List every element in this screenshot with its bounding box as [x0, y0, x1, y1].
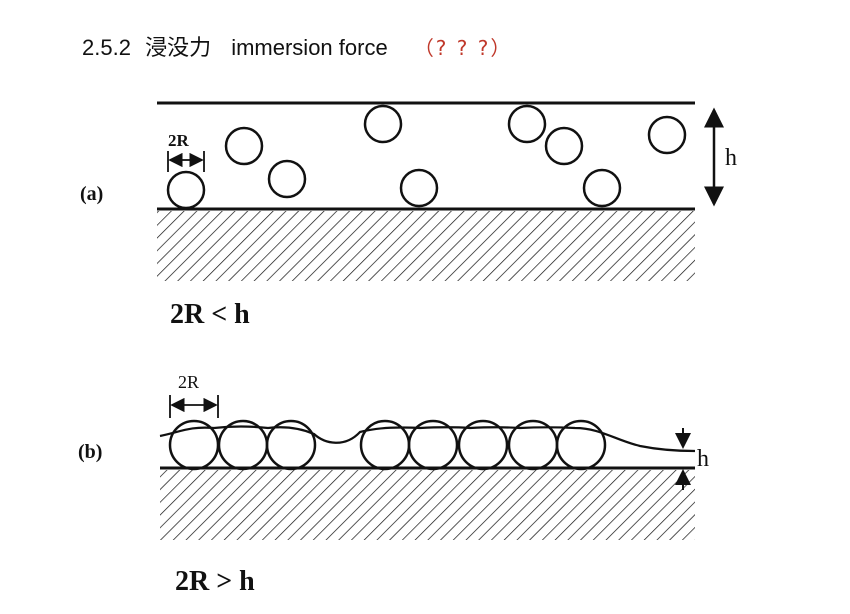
panel-a-particle: [399, 168, 439, 208]
panel-b-particle: [407, 419, 459, 471]
panel-b-particle: [265, 419, 317, 471]
panel-a-tag: (a): [80, 183, 103, 205]
panel-a-height-label: h: [725, 145, 737, 171]
panel-a-substrate-hatch: [157, 211, 695, 281]
panel-a-particle: [647, 115, 687, 155]
panel-b-particle: [555, 419, 607, 471]
panel-b-substrate-hatch: [160, 470, 695, 540]
panel-a-particle: [507, 104, 547, 144]
panel-b-particle: [457, 419, 509, 471]
panel-a-particle: [224, 126, 264, 166]
section-number: 2.5.2: [82, 35, 131, 60]
section-heading: 2.5.2 浸没力 immersion force （? ? ?）: [82, 30, 512, 62]
section-title-english: immersion force: [231, 35, 388, 60]
panel-a-condition: 2R < h: [170, 299, 250, 330]
panel-a-particle: [363, 104, 403, 144]
panel-b-tag: (b): [78, 441, 102, 463]
section-question-marks: （? ? ?）: [413, 36, 513, 60]
panel-a-particle: [582, 168, 622, 208]
panel-b-height-label: h: [697, 446, 709, 472]
section-title-chinese: 浸没力: [145, 36, 212, 61]
panel-a-particle: [166, 170, 206, 210]
panel-a: (a) 2R h 2R < h: [80, 101, 737, 330]
panel-b-particle: [217, 419, 269, 471]
panel-b-diameter-label: 2R: [178, 372, 199, 392]
panel-b-liquid-meniscus: [159, 425, 696, 453]
panel-b: (b) 2R h 2R > h: [78, 372, 709, 597]
panel-b-condition: 2R > h: [175, 566, 255, 597]
panel-a-particle: [267, 159, 307, 199]
panel-a-particle: [544, 126, 584, 166]
panel-a-diameter-label: 2R: [168, 131, 190, 150]
